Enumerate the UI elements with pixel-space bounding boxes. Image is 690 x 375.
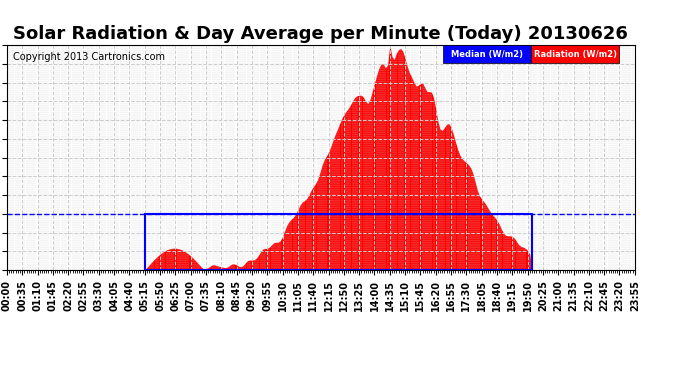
Title: Solar Radiation & Day Average per Minute (Today) 20130626: Solar Radiation & Day Average per Minute…: [13, 26, 629, 44]
Text: Radiation (W/m2): Radiation (W/m2): [533, 50, 617, 58]
Text: Median (W/m2): Median (W/m2): [451, 50, 523, 58]
Text: Copyright 2013 Cartronics.com: Copyright 2013 Cartronics.com: [13, 52, 165, 62]
FancyBboxPatch shape: [531, 45, 619, 63]
FancyBboxPatch shape: [443, 45, 531, 63]
